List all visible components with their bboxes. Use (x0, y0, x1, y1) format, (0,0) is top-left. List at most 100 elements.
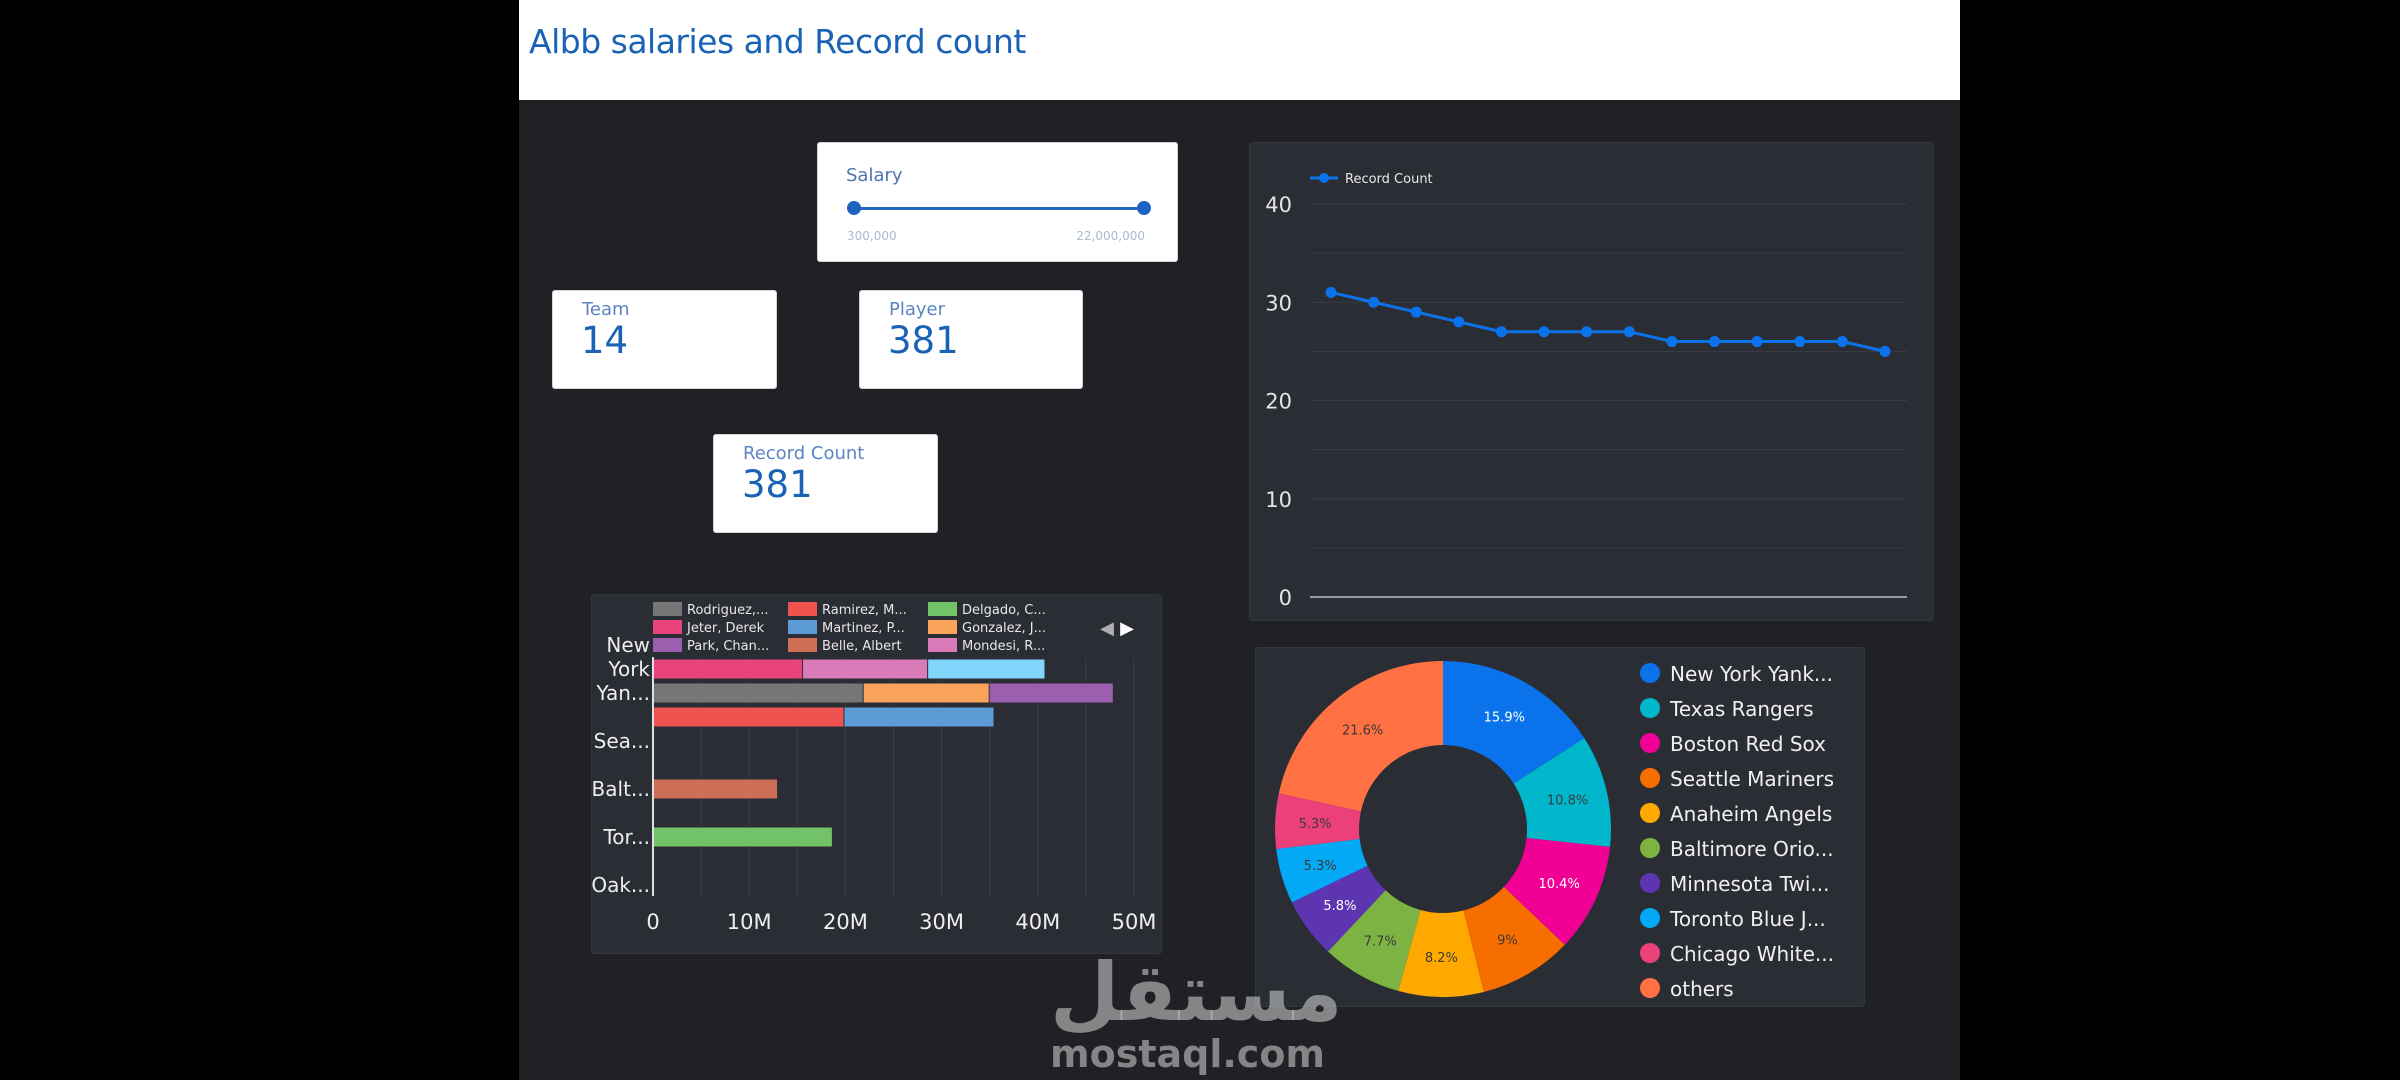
legend-label: Boston Red Sox (1670, 732, 1826, 756)
bar-segment (653, 659, 803, 679)
legend-label: Mondesi, R... (962, 639, 1045, 654)
series-line-record-count (1330, 290, 1886, 353)
salary-bar-chart: New York Yan... Sea... Balt... Tor... Oak... 0 1… (591, 594, 1162, 954)
slice-label: 10.8% (1547, 794, 1588, 809)
salary-min-label: 300,000 (847, 229, 897, 243)
record-count-scorecard: Record Count 381 (713, 434, 938, 533)
bar-segment (928, 659, 1045, 679)
data-point (1581, 326, 1593, 338)
legend-dot-icon (1640, 733, 1660, 753)
data-point (1623, 326, 1635, 338)
y-tick-label: 20 (1265, 390, 1292, 414)
salary-range-filter[interactable]: Salary 300,000 22,000,000 (817, 142, 1178, 262)
x-tick-label: 20M (823, 910, 868, 934)
donut-slice (1327, 890, 1421, 991)
slice-label: 10.4% (1539, 877, 1580, 892)
donut-slice (1275, 793, 1361, 850)
data-point (1410, 306, 1422, 318)
slice-label: 5.8% (1323, 899, 1356, 914)
watermark-logo: مستقل (1050, 946, 1343, 1039)
legend-dot-icon (1640, 943, 1660, 963)
data-point (1325, 286, 1337, 298)
data-point (1836, 336, 1848, 348)
legend-dot-icon (1640, 838, 1660, 858)
slice-label: 15.9% (1484, 711, 1525, 726)
slice-label: 9% (1497, 934, 1518, 949)
donut-slice (1513, 738, 1611, 847)
y-tick-label: Yan... (596, 681, 650, 705)
bar-segment (653, 683, 863, 703)
x-tick-label: 30M (919, 910, 964, 934)
y-tick-label: Tor... (602, 825, 650, 849)
y-tick-label: Oak... (592, 873, 650, 897)
salary-max-handle[interactable] (1137, 201, 1151, 215)
salary-min-handle[interactable] (847, 201, 861, 215)
legend-label: Park, Chan... (687, 639, 769, 654)
salary-slider-track[interactable] (853, 207, 1143, 210)
legend-next-page-icon[interactable]: ▶ (1120, 618, 1134, 639)
y-tick-label: York (607, 657, 650, 681)
y-tick-label: 40 (1265, 193, 1292, 217)
y-tick-label: 0 (1279, 586, 1292, 610)
data-point (1368, 296, 1380, 308)
donut-slice (1443, 661, 1585, 784)
legend-label: Texas Rangers (1669, 697, 1814, 721)
team-donut-chart: 15.9% New York Yank... 10.8% Texas Rangers 1… (1255, 647, 1865, 1007)
legend-label: Belle, Albert (822, 639, 902, 654)
data-point (1453, 316, 1465, 328)
bar-segment (653, 707, 844, 727)
y-tick-label: 10 (1265, 488, 1292, 512)
slice-label: 5.3% (1299, 817, 1332, 832)
watermark-domain: mostaql.com (1050, 1032, 1326, 1076)
data-point (1495, 326, 1507, 338)
legend-marker-icon (1319, 173, 1329, 183)
player-scorecard-label: Player (889, 299, 946, 320)
donut-slice (1276, 839, 1368, 903)
team-scorecard-value: 14 (581, 319, 629, 362)
slice-label: 8.2% (1425, 951, 1458, 966)
legend-label: Ramirez, M... (822, 603, 907, 618)
legend-label: Chicago White... (1670, 942, 1834, 966)
data-point (1709, 336, 1721, 348)
x-tick-label: 0 (646, 910, 659, 934)
bar-segment (653, 827, 832, 847)
legend-label: Delgado, C... (962, 603, 1046, 618)
legend-dot-icon (1640, 873, 1660, 893)
x-tick-label: 50M (1112, 910, 1157, 934)
x-tick-label: 40M (1015, 910, 1060, 934)
y-tick-label: 30 (1265, 291, 1292, 315)
x-tick-label: 10M (727, 910, 772, 934)
legend-swatch (788, 638, 817, 652)
record-count-scorecard-label: Record Count (743, 443, 865, 464)
bar-segment (989, 683, 1113, 703)
team-scorecard: Team 14 (552, 290, 777, 389)
y-tick-label: Sea... (594, 729, 650, 753)
donut-chart-svg: 15.9% New York Yank... 10.8% Texas Rangers 1… (1275, 661, 1834, 1001)
donut-slice (1278, 661, 1443, 812)
donut-slice (1463, 886, 1565, 992)
data-point (1666, 336, 1678, 348)
legend-label: New York Yank... (1670, 662, 1833, 686)
legend-dot-icon (1640, 663, 1660, 683)
legend-label: Baltimore Orio... (1670, 837, 1834, 861)
data-point (1538, 326, 1550, 338)
bar-segment (844, 707, 994, 727)
legend-label: others (1670, 977, 1734, 1001)
legend-label: Rodriguez,... (687, 603, 768, 618)
legend-label: Minnesota Twi... (1670, 872, 1829, 896)
bar-segment (803, 659, 928, 679)
page-title: Albb salaries and Record count (529, 22, 1026, 61)
legend-dot-icon (1640, 978, 1660, 998)
legend-swatch (653, 602, 682, 616)
record-count-scorecard-value: 381 (742, 463, 813, 506)
legend-swatch (788, 620, 817, 634)
donut-slice (1398, 909, 1484, 997)
team-scorecard-label: Team (582, 299, 630, 320)
donut-slice (1291, 865, 1386, 952)
legend-prev-page-icon[interactable]: ◀ (1100, 618, 1114, 639)
player-scorecard-value: 381 (888, 319, 959, 362)
slice-label: 21.6% (1342, 723, 1383, 738)
legend-swatch (788, 602, 817, 616)
legend-label: Gonzalez, J... (962, 621, 1046, 636)
data-point (1751, 336, 1763, 348)
